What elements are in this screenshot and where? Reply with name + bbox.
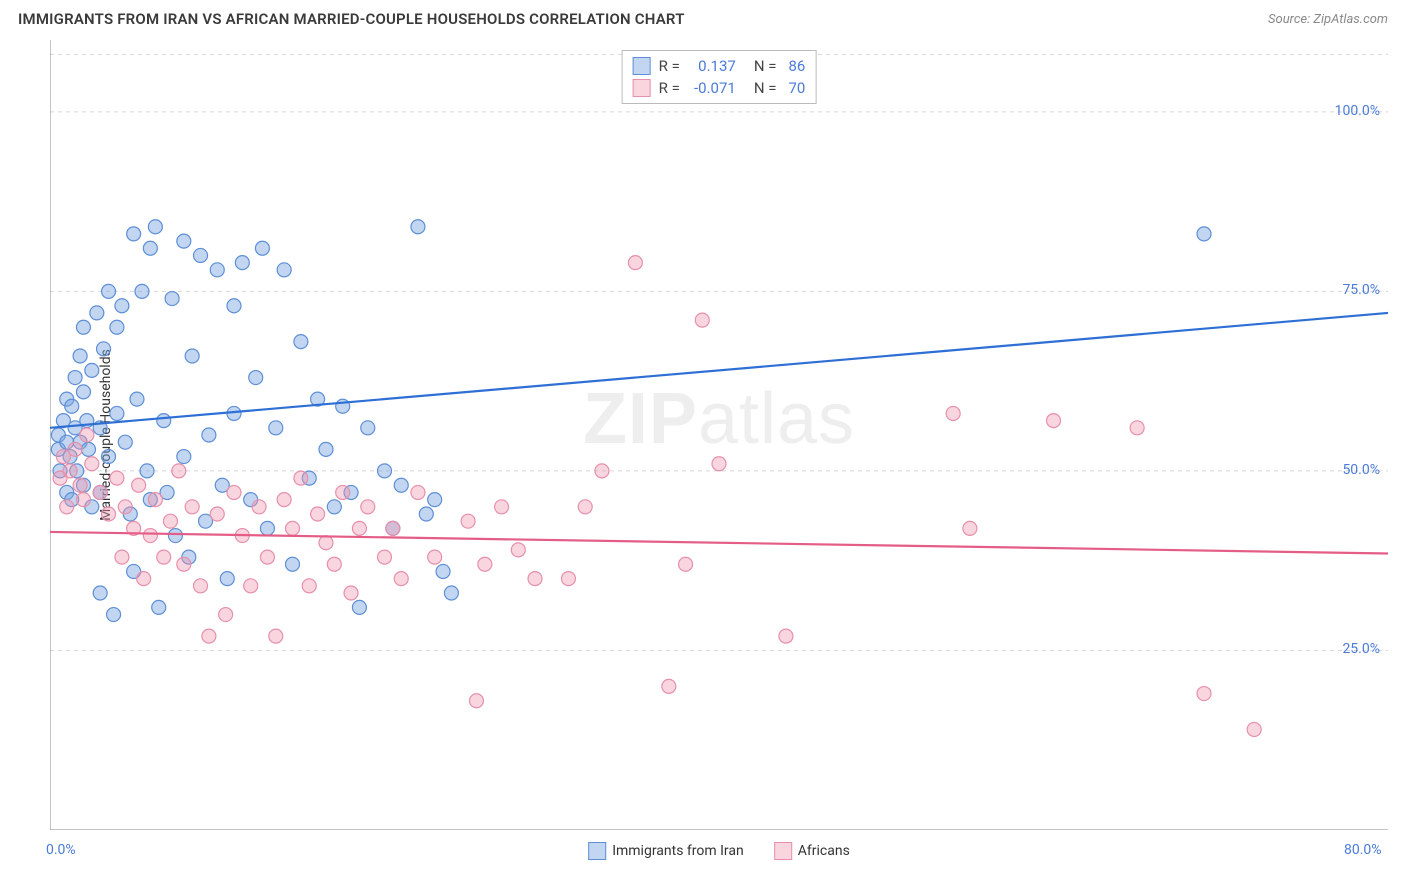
legend-row-series-2: R = -0.071 N = 70 <box>633 77 806 99</box>
chart-title: IMMIGRANTS FROM IRAN VS AFRICAN MARRIED-… <box>18 10 685 28</box>
bottom-legend-swatch-2 <box>774 842 792 860</box>
chart-container: Married-couple Households ZIPatlas R = 0… <box>50 40 1388 830</box>
y-tick-label: 75.0% <box>1342 282 1380 298</box>
y-tick-label: 25.0% <box>1342 641 1380 657</box>
y-tick-label: 100.0% <box>1335 103 1380 119</box>
bottom-legend-label-2: Africans <box>798 843 850 859</box>
bottom-legend: Immigrants from Iran Africans <box>588 842 850 860</box>
source-label: Source: ZipAtlas.com <box>1268 12 1388 27</box>
n-value-1: 86 <box>788 57 805 75</box>
r-label: R = <box>659 57 680 75</box>
bottom-legend-label-1: Immigrants from Iran <box>612 843 744 859</box>
x-tick-label: 0.0% <box>46 842 76 858</box>
y-tick-label: 50.0% <box>1342 462 1380 478</box>
r-value-1: 0.137 <box>688 57 736 75</box>
n-label: N = <box>754 57 777 75</box>
bottom-legend-item-1: Immigrants from Iran <box>588 842 744 860</box>
n-label: N = <box>754 79 777 97</box>
chart-header: IMMIGRANTS FROM IRAN VS AFRICAN MARRIED-… <box>0 0 1406 34</box>
bottom-legend-swatch-1 <box>588 842 606 860</box>
correlation-legend: R = 0.137 N = 86 R = -0.071 N = 70 <box>622 50 817 104</box>
n-value-2: 70 <box>788 79 805 97</box>
legend-swatch-1 <box>633 57 651 75</box>
x-tick-label: 80.0% <box>1344 842 1382 858</box>
bottom-legend-item-2: Africans <box>774 842 850 860</box>
legend-swatch-2 <box>633 79 651 97</box>
legend-row-series-1: R = 0.137 N = 86 <box>633 55 806 77</box>
r-label: R = <box>659 79 680 97</box>
scatter-plot <box>50 40 1388 830</box>
r-value-2: -0.071 <box>688 79 736 97</box>
